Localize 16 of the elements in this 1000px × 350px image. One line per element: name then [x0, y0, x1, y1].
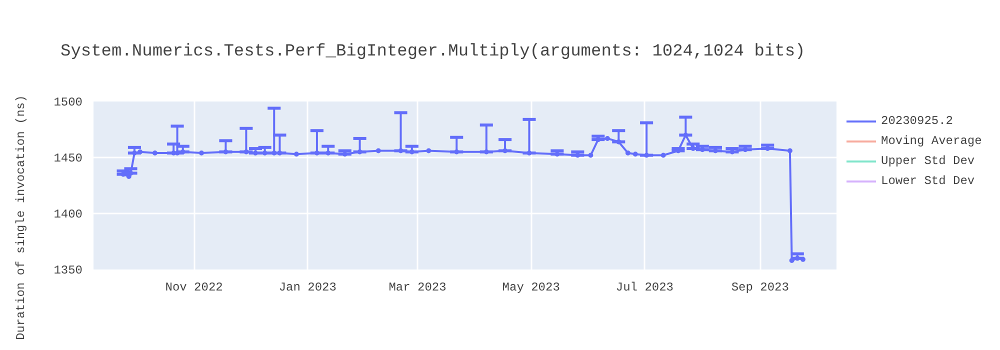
legend-label: Moving Average: [881, 134, 982, 148]
y-tick-label: 1350: [54, 264, 83, 278]
x-tick-label: Jan 2023: [278, 280, 336, 294]
legend-label: Lower Std Dev: [881, 174, 975, 188]
x-tick-label: May 2023: [502, 280, 560, 294]
chart-title: System.Numerics.Tests.Perf_BigInteger.Multiply(arguments: 1024,1024 bits): [60, 42, 806, 62]
x-tick-label: Sep 2023: [731, 280, 789, 294]
y-tick-label: 1500: [54, 96, 83, 110]
x-tick-label: Nov 2022: [165, 280, 223, 294]
y-tick-label: 1450: [54, 152, 83, 166]
x-tick-label: Jul 2023: [616, 280, 674, 294]
y-axis-title: Duration of single invocation (ns): [13, 95, 29, 340]
legend-label: 20230925.2: [881, 114, 954, 128]
y-tick-label: 1400: [54, 208, 83, 222]
x-tick-label: Mar 2023: [388, 280, 446, 294]
legend-label: Upper Std Dev: [881, 154, 975, 168]
